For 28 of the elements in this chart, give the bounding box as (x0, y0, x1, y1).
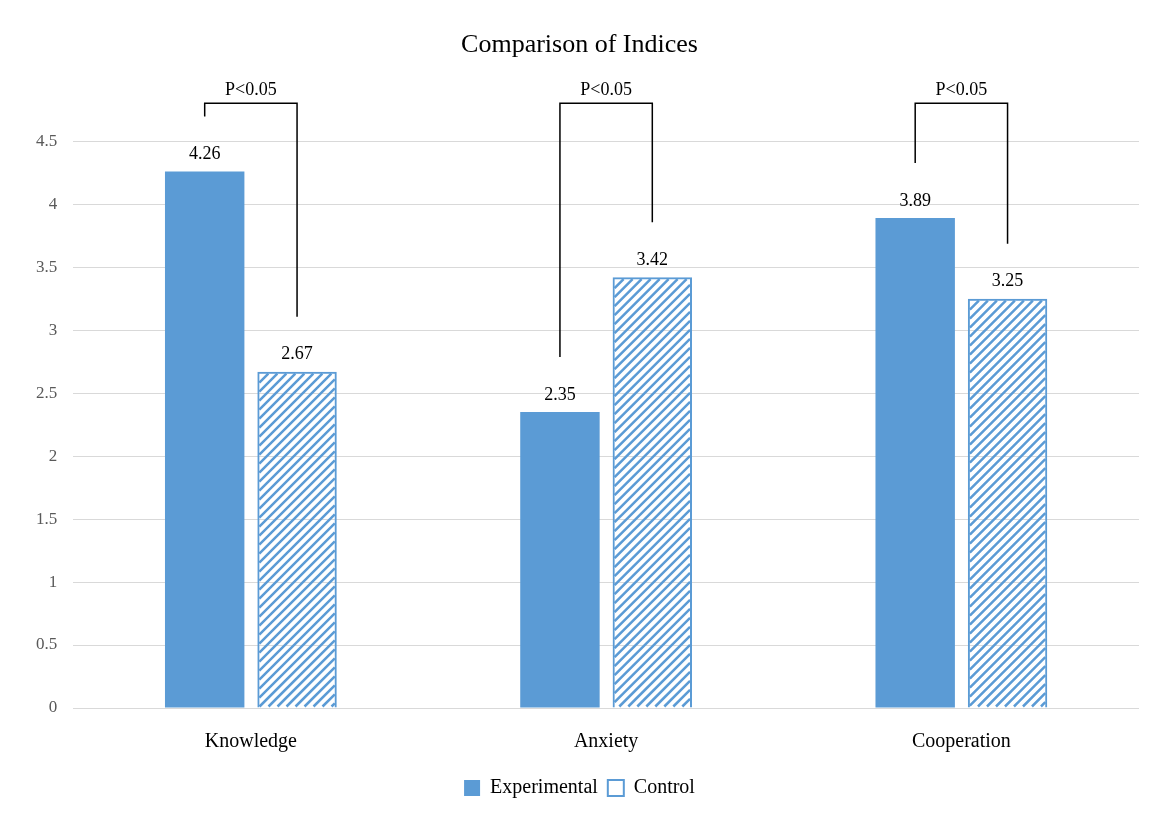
x-tick-label: Cooperation (911, 729, 1011, 753)
y-tick-label: 0.5 (36, 634, 58, 654)
data-label: 4.26 (188, 143, 221, 164)
bar (875, 218, 955, 708)
bar (164, 171, 245, 708)
data-label: 2.67 (281, 343, 313, 364)
x-tick-label: Knowledge (204, 729, 298, 753)
y-tick-label: 2.5 (36, 382, 58, 402)
data-label: 2.35 (544, 383, 576, 404)
text: P<0.05 (580, 78, 632, 99)
y-tick-label: 1 (48, 571, 58, 591)
y-tick-label: 3 (48, 319, 58, 339)
text: P<0.05 (225, 78, 277, 99)
y-tick-label: 3.5 (36, 256, 58, 276)
text: P<0.05 (935, 78, 988, 99)
y-tick-label: 2 (48, 445, 58, 465)
y-tick-label: 0 (48, 697, 58, 717)
y-tick-label: 4.5 (36, 130, 58, 150)
y-tick-label: 4 (48, 193, 58, 213)
data-label: 3.25 (991, 270, 1024, 291)
data-label: 3.89 (899, 189, 931, 210)
legend-label: Control (633, 775, 696, 798)
x-tick-label: Anxiety (573, 729, 639, 753)
bar (520, 412, 600, 708)
y-tick-label: 1.5 (36, 508, 58, 528)
data-label: 3.42 (636, 248, 669, 269)
legend-label: Experimental (490, 775, 599, 799)
chart-title: Comparison of Indices (461, 29, 698, 59)
